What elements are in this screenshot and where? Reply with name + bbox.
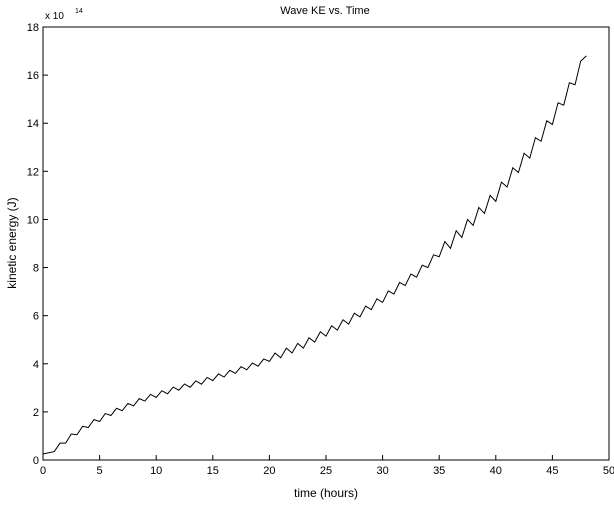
y-tick-label: 2 <box>33 407 39 419</box>
x-tick-label: 5 <box>97 465 103 477</box>
x-tick-label: 10 <box>150 465 162 477</box>
y-tick-label: 8 <box>33 263 39 275</box>
x-tick-label: 15 <box>207 465 219 477</box>
x-tick-label: 25 <box>320 465 332 477</box>
x-tick-label: 50 <box>603 465 614 477</box>
plot-frame <box>42 26 610 461</box>
x-axis-label: time (hours) <box>294 486 358 500</box>
x-tick-label: 40 <box>490 465 502 477</box>
x-tick-label: 0 <box>40 465 46 477</box>
y-axis-label: kinetic energy (J) <box>5 197 19 288</box>
chart-title: Wave KE vs. Time <box>280 5 369 17</box>
x-tick-label: 30 <box>376 465 388 477</box>
x-tick-label: 45 <box>546 465 558 477</box>
x-tick-label: 20 <box>263 465 275 477</box>
y-tick-label: 14 <box>27 118 39 130</box>
line <box>42 55 587 455</box>
y-tick-label: 6 <box>33 311 39 323</box>
y-multiplier-exponent: 14 <box>75 8 83 15</box>
y-tick-label: 12 <box>27 166 39 178</box>
y-tick-label: 16 <box>27 70 39 82</box>
y-tick-label: 18 <box>27 22 39 34</box>
x-tick-label: 35 <box>433 465 445 477</box>
y-tick-label: 4 <box>33 359 39 371</box>
y-tick-label: 0 <box>33 455 39 467</box>
y-multiplier: x 10 <box>45 11 64 22</box>
y-tick-label: 10 <box>27 214 39 226</box>
